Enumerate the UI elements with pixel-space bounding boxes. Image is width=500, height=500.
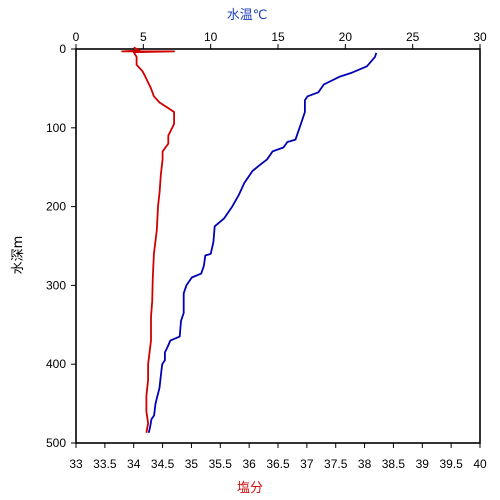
- salinity-tick-label: 40: [473, 457, 487, 471]
- salinity-tick-label: 37.5: [324, 457, 348, 471]
- salinity-tick-labels: 33 33.5 34 34.5 35 35.5 36 36.5 37 37.5 38 38.5 39 39…: [69, 457, 487, 471]
- depth-tick-label: 400: [46, 357, 66, 371]
- temperature-tick-label: 15: [271, 30, 285, 44]
- temperature-profile-line: [147, 52, 378, 434]
- salinity-axis-title: 塩分: [237, 481, 263, 496]
- salinity-tick-label: 35.5: [209, 457, 233, 471]
- depth-tick-label: 200: [46, 200, 66, 214]
- temperature-tick-label: 30: [473, 30, 487, 44]
- temperature-tick-label: 20: [339, 30, 353, 44]
- temperature-axis-title: 水温℃: [227, 8, 268, 23]
- salinity-tick-label: 37: [300, 457, 314, 471]
- salinity-tick-label: 38: [358, 457, 372, 471]
- depth-tick-label: 500: [46, 436, 66, 450]
- temperature-tick-label: 0: [73, 30, 80, 44]
- temperature-tick-label: 25: [406, 30, 420, 44]
- depth-tick-label: 100: [46, 121, 66, 135]
- temperature-axis-ticks: [75, 44, 481, 49]
- salinity-tick-label: 33: [69, 457, 83, 471]
- depth-tick-label: 300: [46, 278, 66, 292]
- depth-tick-label: 0: [59, 42, 66, 56]
- salinity-profile-line: [121, 46, 176, 433]
- temperature-tick-label: 5: [140, 30, 147, 44]
- salinity-tick-label: 36: [242, 457, 256, 471]
- depth-axis-ticks: [71, 48, 76, 444]
- series-layer: [121, 46, 378, 434]
- temperature-tick-labels: 0 5 10 15 20 25 30: [73, 30, 487, 44]
- salinity-tick-label: 34.5: [151, 457, 175, 471]
- plot-frame: [75, 48, 481, 444]
- depth-axis-title: 水深m: [11, 236, 26, 275]
- depth-tick-labels: 0 100 200 300 400 500: [46, 42, 66, 450]
- salinity-tick-label: 39: [416, 457, 430, 471]
- salinity-tick-label: 34: [127, 457, 141, 471]
- salinity-tick-label: 39.5: [439, 457, 463, 471]
- salinity-tick-label: 38.5: [382, 457, 406, 471]
- temperature-tick-label: 10: [204, 30, 218, 44]
- salinity-axis-ticks: [75, 443, 481, 448]
- salinity-tick-label: 33.5: [93, 457, 117, 471]
- salinity-tick-label: 36.5: [266, 457, 290, 471]
- salinity-tick-label: 35: [185, 457, 199, 471]
